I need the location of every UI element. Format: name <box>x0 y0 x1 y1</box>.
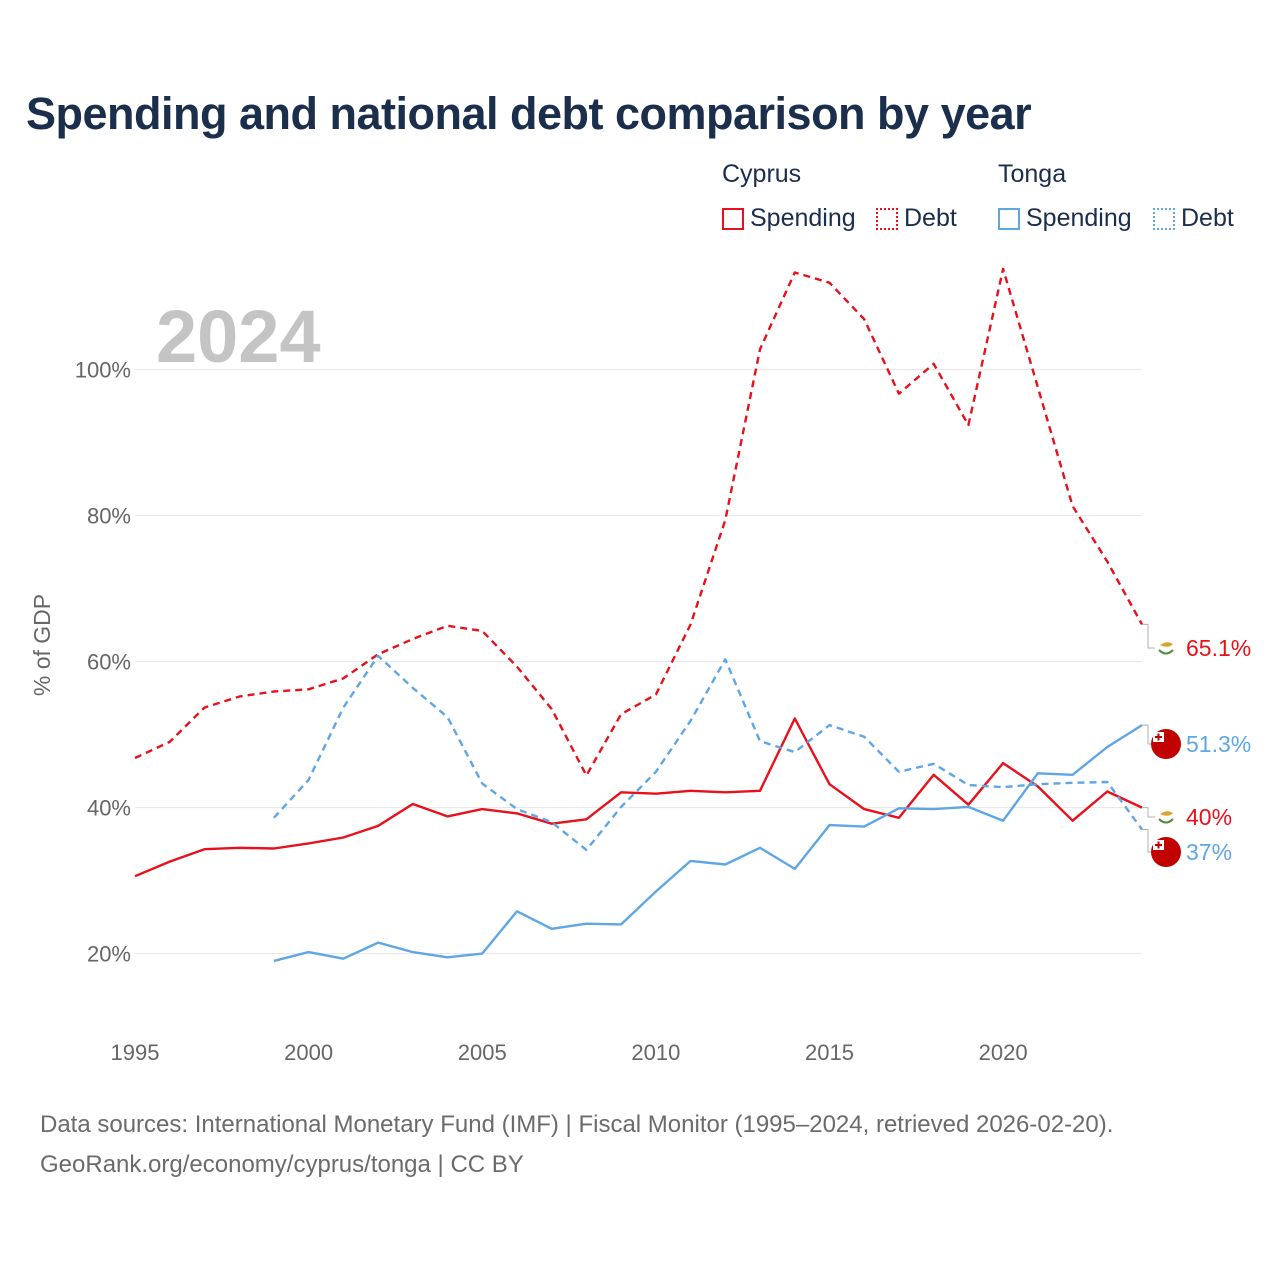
legend-cyprus-debt-label: Debt <box>904 204 957 232</box>
footer: Data sources: International Monetary Fun… <box>40 1105 1113 1185</box>
cyprus-flag-disc <box>1155 806 1177 828</box>
line-cyprus-debt <box>134 267 1144 777</box>
x-tick-2005: 2005 <box>458 1040 507 1065</box>
y-tick-40: 40% <box>87 796 131 821</box>
y-tick-labels: 20% 40% 60% 80% 100% <box>75 358 131 967</box>
tonga-flag-cross-h <box>1155 844 1162 846</box>
series-end-markers: 40% 65.1% 51.3% 37% <box>1142 623 1251 867</box>
tonga-flag-icon <box>1151 837 1181 867</box>
y-tick-60: 60% <box>87 650 131 675</box>
year-overlay: 2024 <box>156 295 321 378</box>
legend: Cyprus Tonga Spending Debt Spending Debt <box>722 160 1262 240</box>
legend-cyprus-spending-label: Spending <box>750 204 856 232</box>
line-tonga-debt <box>273 654 1143 852</box>
legend-tonga-spending-swatch <box>998 207 1020 230</box>
y-tick-80: 80% <box>87 504 131 529</box>
legend-group-tonga: Tonga <box>998 160 1067 188</box>
cyprus-flag-map <box>1160 811 1173 816</box>
cyprus-flag-map <box>1160 642 1173 647</box>
y-tick-20: 20% <box>87 942 131 967</box>
cyprus-flag-disc <box>1155 637 1177 659</box>
x-tick-2020: 2020 <box>979 1040 1028 1065</box>
end-label-tonga-spending: 51.3% <box>1186 731 1251 757</box>
chart-title: Spending and national debt comparison by… <box>26 88 1032 139</box>
end-label-tonga-debt: 37% <box>1186 839 1232 865</box>
footer-link: GeoRank.org/economy/cyprus/tonga | CC BY <box>40 1151 524 1178</box>
legend-tonga-spending-label: Spending <box>1026 204 1132 232</box>
footer-sources: Data sources: International Monetary Fun… <box>40 1111 1114 1138</box>
legend-cyprus-spending[interactable]: Spending <box>722 204 856 233</box>
legend-group-cyprus: Cyprus <box>722 160 802 188</box>
y-tick-100: 100% <box>75 358 131 383</box>
cyprus-flag-icon <box>1155 637 1177 659</box>
legend-cyprus-debt-swatch <box>876 207 898 230</box>
line-cyprus-spending <box>134 717 1143 878</box>
x-tick-2015: 2015 <box>805 1040 854 1065</box>
x-tick-labels: 1995 2000 2005 2010 2015 2020 <box>111 1040 1028 1065</box>
legend-tonga-debt[interactable]: Debt <box>1153 204 1234 233</box>
legend-tonga-debt-label: Debt <box>1181 204 1234 232</box>
y-axis-label: % of GDP <box>29 594 55 696</box>
line-tonga-spending <box>273 724 1143 963</box>
legend-tonga-debt-swatch <box>1153 207 1175 230</box>
connector-cyprus-debt <box>1142 623 1156 649</box>
x-tick-1995: 1995 <box>111 1040 160 1065</box>
end-label-cyprus-spending: 40% <box>1186 804 1232 830</box>
tonga-flag-cross-h <box>1155 736 1162 738</box>
cyprus-flag-icon <box>1155 806 1177 828</box>
x-tick-2010: 2010 <box>631 1040 680 1065</box>
tonga-flag-icon <box>1151 729 1181 759</box>
line-chart: 2024 % of GDP 20% 40% 60% 80% 100% 1995 2000 2… <box>29 267 1251 1065</box>
x-tick-2000: 2000 <box>284 1040 333 1065</box>
connector-cyprus-spending <box>1142 807 1156 818</box>
legend-cyprus-debt[interactable]: Debt <box>876 204 957 233</box>
legend-tonga-spending[interactable]: Spending <box>998 204 1132 233</box>
cyprus-flag-branches <box>1158 649 1174 655</box>
gridlines <box>135 369 1142 955</box>
series-lines <box>134 267 1144 963</box>
cyprus-flag-branches <box>1158 818 1174 824</box>
legend-cyprus-spending-swatch <box>722 207 744 230</box>
end-label-cyprus-debt: 65.1% <box>1186 635 1251 661</box>
